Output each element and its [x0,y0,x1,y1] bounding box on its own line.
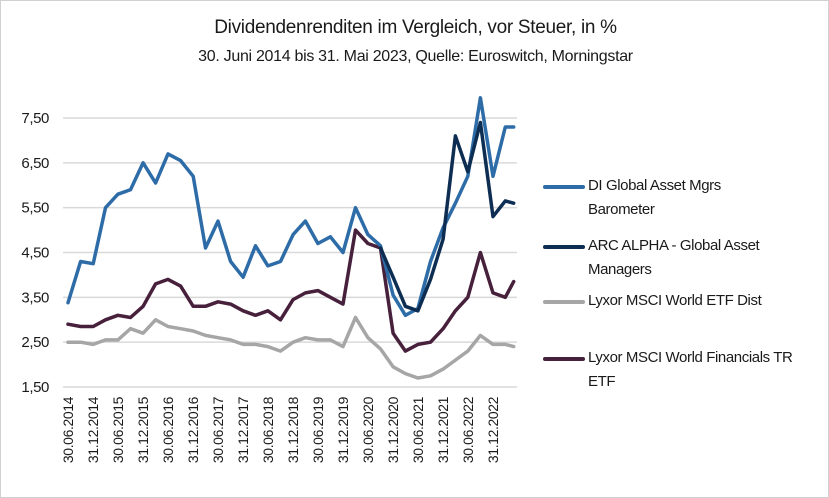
y-tick-label: 5,50 [21,200,49,217]
legend-swatch [543,357,585,361]
x-tick-label: 31.12.2021 [435,396,451,463]
legend-item-lyxor-financials: Lyxor MSCI World Financials TR ETF [543,346,823,394]
legend-label: DI Global Asset Mgrs Barometer [588,177,721,218]
legend-label: Lyxor MSCI World Financials TR ETF [588,349,793,390]
legend-swatch [543,245,585,249]
series-line-1 [378,120,516,313]
y-tick-label: 6,50 [21,155,49,172]
legend-item-di-global: DI Global Asset Mgrs Barometer [543,174,753,222]
x-tick-label: 30.06.2019 [310,396,326,463]
y-tick-label: 2,50 [21,334,49,351]
legend-swatch [543,300,585,304]
x-tick-label: 30.06.2014 [60,396,76,463]
x-tick-label: 30.06.2020 [360,396,376,463]
y-tick-label: 4,50 [21,245,49,262]
legend-label: Lyxor MSCI World ETF Dist [588,292,762,309]
x-tick-label: 30.06.2021 [410,396,426,463]
x-tick-label: 31.12.2014 [85,396,101,463]
legend-label: ARC ALPHA - Global Asset Managers [588,237,760,278]
x-tick-label: 31.12.2017 [235,396,251,463]
x-tick-label: 30.06.2022 [460,396,476,463]
x-tick-label: 31.12.2022 [485,396,501,463]
x-tick-label: 31.12.2016 [185,396,201,463]
legend-item-lyxor-world: Lyxor MSCI World ETF Dist [543,289,823,313]
chart-subtitle: 30. Juni 2014 bis 31. Mai 2023, Quelle: … [198,48,633,65]
y-tick-label: 7,50 [21,110,49,127]
y-tick-label: 1,50 [21,379,49,396]
series-line-3 [66,228,516,353]
x-tick-label: 31.12.2020 [385,396,401,463]
x-tick-label: 31.12.2018 [285,396,301,463]
x-tick-label: 30.06.2017 [210,396,226,463]
x-tick-label: 31.12.2015 [135,396,151,463]
legend-item-arc-alpha: ARC ALPHA - Global Asset Managers [543,234,793,282]
chart-title: Dividendenrenditen im Vergleich, vor Ste… [214,17,617,38]
x-tick-label: 30.06.2016 [160,396,176,463]
x-tick-label: 30.06.2015 [110,396,126,463]
legend-swatch [543,185,585,189]
x-tick-label: 31.12.2019 [335,396,351,463]
x-tick-label: 30.06.2018 [260,396,276,463]
y-tick-label: 3,50 [21,289,49,306]
series-line-2 [66,315,516,380]
